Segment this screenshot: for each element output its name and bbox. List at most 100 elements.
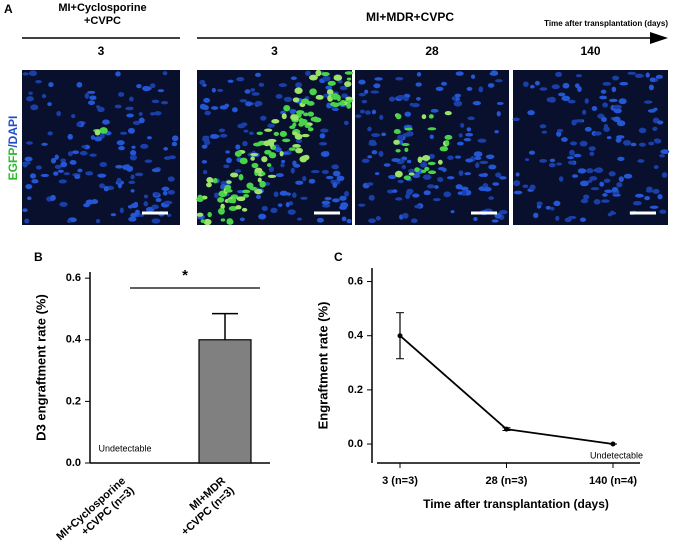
egfp-cell [295, 147, 303, 154]
nucleus [202, 104, 209, 111]
nucleus [470, 74, 476, 79]
nucleus [455, 155, 462, 159]
nucleus [567, 160, 575, 165]
nucleus [227, 79, 234, 83]
nucleus [375, 216, 381, 221]
nucleus [612, 75, 620, 81]
nucleus [69, 159, 77, 165]
nucleus [446, 176, 455, 180]
nucleus [368, 139, 377, 145]
nucleus [660, 149, 670, 155]
nucleus [319, 133, 326, 139]
nucleus [260, 115, 267, 121]
nucleus [645, 72, 650, 78]
nucleus [27, 196, 32, 201]
y-tick-label: 0.4 [66, 334, 82, 346]
nucleus [397, 179, 404, 184]
egfp-cell [445, 139, 450, 146]
nucleus [655, 74, 663, 79]
egfp-cell [196, 212, 204, 217]
egfp-cell [206, 177, 214, 183]
nucleus [612, 104, 622, 110]
egfp-cell [235, 205, 242, 210]
nucleus [90, 135, 96, 140]
nucleus [657, 194, 663, 200]
nucleus [604, 189, 613, 194]
nucleus [130, 189, 135, 193]
nucleus [383, 163, 391, 167]
nucleus [610, 210, 615, 215]
egfp-cell [250, 152, 259, 157]
nucleus [322, 75, 331, 82]
nucleus [453, 100, 463, 107]
egfp-cell [395, 149, 401, 153]
nucleus [239, 217, 245, 222]
egfp-cell [226, 219, 234, 225]
nucleus [474, 156, 482, 161]
nucleus [623, 139, 632, 146]
nucleus [562, 82, 570, 89]
nucleus [649, 77, 656, 83]
nucleus [217, 88, 224, 93]
nucleus [536, 201, 543, 206]
nucleus [464, 172, 472, 176]
nucleus [427, 184, 435, 189]
nucleus [225, 150, 230, 154]
nucleus [653, 138, 660, 143]
nucleus [132, 120, 141, 126]
nucleus [603, 126, 610, 132]
nucleus [255, 72, 261, 77]
nucleus [161, 186, 170, 191]
nucleus [211, 87, 216, 93]
nucleus [41, 93, 47, 99]
egfp-cell [395, 113, 402, 120]
egfp-cell [346, 77, 352, 81]
nucleus [320, 128, 329, 133]
nucleus [331, 164, 339, 170]
nucleus [325, 85, 333, 90]
nucleus [428, 153, 435, 159]
nucleus [97, 173, 107, 178]
nucleus [652, 188, 660, 194]
nucleus [618, 176, 624, 183]
nucleus [149, 83, 156, 89]
nucleus [457, 191, 463, 195]
nucleus [275, 93, 283, 99]
nucleus [661, 172, 668, 178]
nucleus [149, 112, 156, 116]
egfp-cell [299, 155, 308, 163]
nucleus [239, 99, 248, 103]
egfp-cell [439, 146, 449, 152]
nucleus [583, 194, 590, 200]
nucleus [550, 206, 555, 211]
nucleus [151, 99, 160, 104]
nucleus [397, 134, 404, 141]
nucleus [608, 98, 618, 103]
nucleus [295, 180, 304, 185]
nucleus [649, 205, 659, 209]
nucleus [412, 193, 420, 198]
nucleus [358, 92, 366, 97]
nucleus [379, 114, 384, 120]
nucleus [522, 81, 529, 87]
nucleus [492, 182, 500, 186]
nucleus [57, 169, 64, 173]
nucleus [344, 190, 349, 197]
nucleus [94, 136, 103, 142]
nucleus [54, 154, 59, 160]
egfp-cell [427, 170, 437, 175]
nucleus [422, 174, 432, 180]
nucleus [473, 216, 478, 222]
nucleus [402, 212, 409, 219]
nucleus [588, 146, 596, 151]
panel-label: B [34, 250, 43, 264]
egfp-cell [315, 94, 324, 100]
nucleus [95, 218, 101, 224]
nucleus [361, 158, 370, 164]
nucleus [630, 142, 637, 147]
egfp-cell [266, 163, 272, 168]
nucleus [579, 180, 589, 187]
stain-label: EGFP/DAPI [6, 116, 20, 181]
nucleus [332, 182, 338, 188]
